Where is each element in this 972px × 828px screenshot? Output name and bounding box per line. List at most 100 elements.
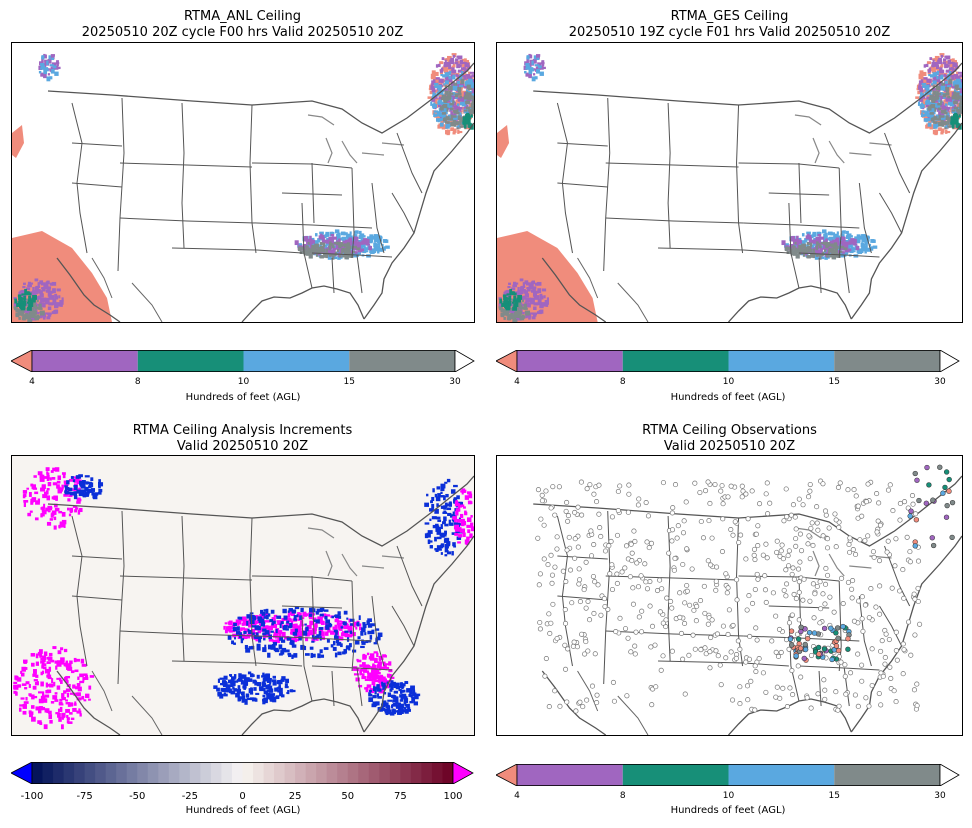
pacific-grey-cells-cell — [502, 313, 507, 316]
pacific-grey-cells-cell — [33, 304, 37, 309]
positive-increment-band-cell — [242, 620, 248, 624]
northeast-purple-cells-cell — [959, 90, 962, 95]
northeast-purple-cells-cell — [931, 64, 935, 68]
negative-increment-band-cell — [326, 638, 330, 643]
northeast-pink-cells-cell — [925, 124, 929, 129]
northeast-blue-cells-cell — [445, 123, 450, 129]
anl-ceiling-map — [12, 53, 474, 322]
station-marker — [709, 617, 715, 623]
positive-increment-pacific-cell — [73, 703, 77, 706]
negative-increment-florida-cell — [393, 683, 397, 689]
northeast-purple-cells-cell — [451, 59, 454, 62]
northeast-grey-cells-cell — [457, 92, 462, 95]
station-marker — [763, 491, 769, 497]
state-boundary-15 — [391, 192, 415, 234]
station-marker — [670, 505, 676, 511]
positive-increment-pacific-cell — [48, 714, 53, 720]
station-marker — [784, 514, 790, 520]
negative-increment-florida-cell — [395, 700, 399, 703]
negative-increment-band-cell — [263, 637, 266, 641]
station-ceiling-marker — [845, 636, 851, 642]
southeast-blue-cells-cell — [357, 239, 363, 243]
southeast-grey-cells-cell — [817, 253, 821, 257]
negative-increment-band-cell — [316, 634, 320, 639]
station-ceiling-marker — [930, 497, 936, 503]
northeast-purple-cells-cell — [441, 57, 445, 61]
positive-increment-band-cell — [273, 631, 279, 636]
northeast-grey-cells-cell — [928, 97, 932, 101]
negative-increment-florida-cell — [411, 696, 416, 702]
northeast-blue-cells-cell — [438, 101, 442, 105]
northeast-blue-cells-cell — [936, 76, 939, 80]
positive-increment-pacific-cell — [65, 675, 71, 679]
station-marker — [713, 564, 720, 570]
negative-increment-band-cell — [278, 644, 283, 650]
negative-increment-band-cell — [332, 640, 336, 646]
station-ceiling-marker — [835, 625, 841, 631]
station-ceiling-marker — [802, 646, 809, 653]
northeast-blue-cells-cell — [467, 90, 472, 94]
southeast-grey-cells-cell — [300, 247, 305, 250]
positive-increment-pacific-cell — [24, 687, 28, 690]
southeast-blue-cells-cell — [325, 242, 330, 246]
positive-increment-band-cell — [342, 631, 347, 636]
northeast-purple-cells-cell — [938, 82, 944, 87]
northeast-purple-cells-cell — [449, 59, 455, 65]
positive-increment-northwest-cell — [58, 510, 63, 514]
negative-increment-gulf-cell — [272, 697, 277, 703]
northeast-blue-cells-cell — [465, 80, 469, 85]
station-marker — [632, 651, 638, 657]
positive-increment-band-cell — [268, 638, 274, 642]
positive-increment-northwest-cell — [54, 467, 60, 472]
positive-increment-band-cell — [350, 625, 353, 628]
northeast-purple-cells-cell — [455, 58, 459, 62]
positive-increment-band-cell — [251, 628, 256, 634]
northeast-teal-cells-cell — [950, 116, 956, 121]
station-marker — [563, 579, 569, 585]
pacific-grey-cells-cell — [31, 313, 36, 318]
pacific-purple-cells-cell — [525, 302, 530, 308]
negative-increment-band-cell — [286, 620, 290, 624]
northeast-grey-cells-cell — [959, 100, 962, 106]
station-marker — [739, 483, 745, 489]
station-marker — [807, 598, 813, 604]
positive-increment-pacific-cell — [39, 654, 42, 658]
positive-increment-southeast-cell — [356, 658, 359, 662]
negative-increment-band-cell — [342, 621, 347, 626]
station-marker — [725, 585, 731, 591]
northeast-pink-cells-cell — [429, 90, 435, 95]
station-marker — [635, 584, 642, 590]
negative-increment-band-cell — [348, 643, 352, 648]
negative-increment-florida-cell — [396, 710, 401, 715]
negative-increment-band-cell — [367, 623, 373, 628]
southeast-grey-cells-cell — [336, 249, 340, 253]
positive-increment-pacific-cell — [49, 719, 53, 724]
northeast-purple-cells-cell — [923, 77, 928, 80]
station-marker — [705, 621, 711, 627]
northwest-blue-cells-cell — [536, 57, 540, 61]
southeast-grey-cells-cell — [825, 243, 829, 249]
northeast-grey-cells-cell — [443, 100, 448, 103]
negative-increment-florida — [368, 680, 421, 716]
station-marker — [751, 546, 758, 552]
northeast-purple-cells-cell — [430, 86, 436, 90]
northeast-grey-cells-cell — [941, 82, 945, 86]
station-marker — [554, 534, 560, 540]
southeast-purple-cells-cell — [843, 236, 846, 242]
positive-increment-northwest-cell — [68, 513, 72, 517]
negative-increment-band-cell — [234, 637, 237, 640]
station-marker — [754, 571, 760, 577]
negative-increment-northeast-cell — [437, 548, 442, 551]
northeast-grey-cells-cell — [940, 100, 943, 103]
positive-increment-band-cell — [311, 638, 316, 642]
northeast-pink-cells-cell — [947, 64, 953, 67]
negative-increment-band-cell — [362, 624, 367, 629]
northeast-pink-cells-cell — [925, 82, 931, 86]
station-marker — [648, 644, 654, 650]
negative-increment-band-cell — [227, 635, 232, 640]
positive-increment-pacific-cell — [25, 681, 30, 685]
negative-increment-florida-cell — [386, 709, 391, 713]
station-marker — [593, 499, 600, 505]
station-marker — [846, 541, 852, 548]
southeast-purple-cells-cell — [330, 233, 335, 237]
